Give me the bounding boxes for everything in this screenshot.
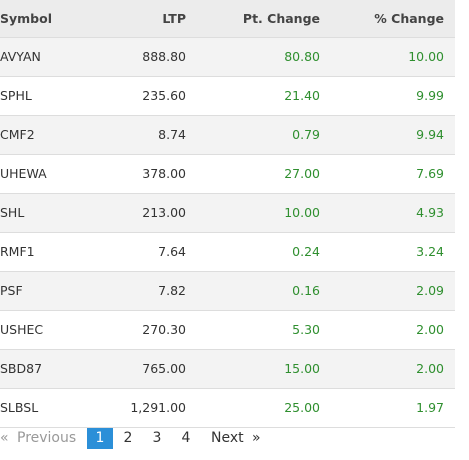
page-number[interactable]: 3 (152, 430, 162, 446)
point-change: 80.80 (284, 49, 320, 64)
point-change: 10.00 (284, 205, 320, 220)
symbol[interactable]: UHEWA (0, 166, 47, 181)
first-page[interactable]: « (0, 430, 9, 446)
point-change: 25.00 (284, 400, 320, 415)
percent-change: 3.24 (416, 244, 444, 259)
percent-change: 1.97 (416, 400, 444, 415)
ltp: 270.30 (142, 322, 186, 337)
column-header[interactable]: LTP (162, 11, 186, 26)
symbol[interactable]: AVYAN (0, 49, 41, 64)
point-change: 0.79 (292, 127, 320, 142)
symbol[interactable]: USHEC (0, 322, 44, 337)
symbol[interactable]: SPHL (0, 88, 32, 103)
table-row: USHEC 270.30 5.30 2.00 (0, 311, 455, 350)
ltp: 1,291.00 (130, 400, 186, 415)
table-header: Symbol LTP Pt. Change % Change (0, 0, 455, 38)
percent-change: 2.09 (416, 283, 444, 298)
column-header[interactable]: % Change (374, 11, 444, 26)
table-row: SLBSL 1,291.00 25.00 1.97 (0, 389, 455, 428)
ltp: 213.00 (142, 205, 186, 220)
ltp: 7.82 (158, 283, 186, 298)
ltp: 8.74 (158, 127, 186, 142)
ltp: 765.00 (142, 361, 186, 376)
percent-change: 2.00 (416, 322, 444, 337)
column-header[interactable]: Symbol (0, 11, 52, 26)
ltp: 7.64 (158, 244, 186, 259)
table-row: RMF1 7.64 0.24 3.24 (0, 233, 455, 272)
point-change: 5.30 (292, 322, 320, 337)
symbol[interactable]: CMF2 (0, 127, 35, 142)
table-row: AVYAN 888.80 80.80 10.00 (0, 38, 455, 77)
point-change: 0.16 (292, 283, 320, 298)
page-number[interactable]: 2 (123, 430, 133, 446)
percent-change: 7.69 (416, 166, 444, 181)
table-row: SBD87 765.00 15.00 2.00 (0, 350, 455, 389)
percent-change: 10.00 (408, 49, 444, 64)
point-change: 15.00 (284, 361, 320, 376)
point-change: 21.40 (284, 88, 320, 103)
percent-change: 2.00 (416, 361, 444, 376)
next-page[interactable]: Next (211, 430, 244, 446)
table-row: SPHL 235.60 21.40 9.99 (0, 77, 455, 116)
ltp: 378.00 (142, 166, 186, 181)
page-number[interactable]: 1 (87, 428, 113, 449)
percent-change: 9.94 (416, 127, 444, 142)
point-change: 0.24 (292, 244, 320, 259)
percent-change: 9.99 (416, 88, 444, 103)
percent-change: 4.93 (416, 205, 444, 220)
table-row: SHL 213.00 10.00 4.93 (0, 194, 455, 233)
symbol[interactable]: PSF (0, 283, 23, 298)
column-header[interactable]: Pt. Change (242, 11, 320, 26)
page-number[interactable]: 4 (181, 430, 191, 446)
last-page[interactable]: » (252, 430, 261, 446)
ltp: 235.60 (142, 88, 186, 103)
table-row: PSF 7.82 0.16 2.09 (0, 272, 455, 311)
symbol[interactable]: SLBSL (0, 400, 39, 415)
previous-page[interactable]: Previous (17, 430, 77, 446)
symbol[interactable]: SHL (0, 205, 25, 220)
table-row: CMF2 8.74 0.79 9.94 (0, 116, 455, 155)
symbol[interactable]: SBD87 (0, 361, 43, 376)
symbol[interactable]: RMF1 (0, 244, 35, 259)
table-row: UHEWA 378.00 27.00 7.69 (0, 155, 455, 194)
point-change: 27.00 (284, 166, 320, 181)
ltp: 888.80 (142, 49, 186, 64)
